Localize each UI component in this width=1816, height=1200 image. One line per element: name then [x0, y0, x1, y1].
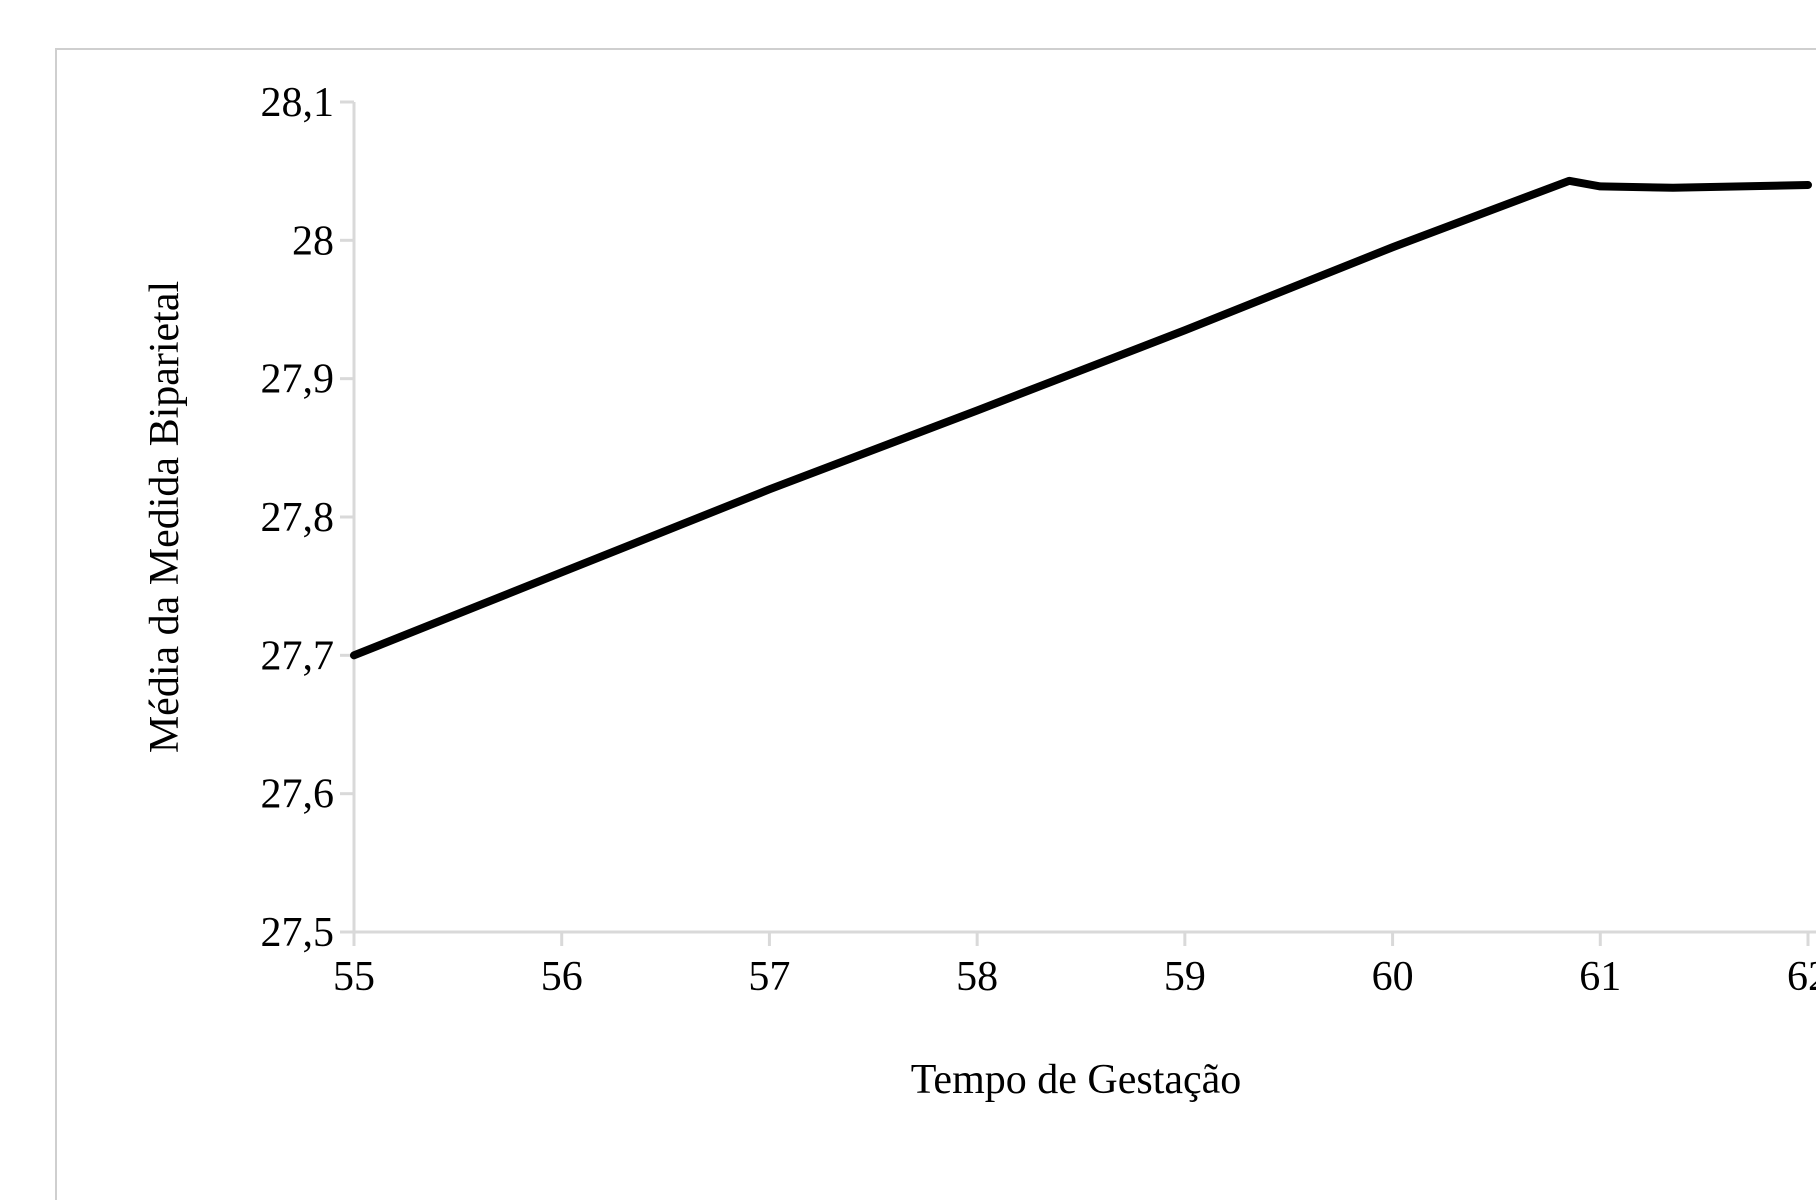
plot-area — [354, 181, 1808, 656]
ticks: 55 56 57 58 59 60 61 62 27,5 27,6 27,7 27,8 27,9 28 28… — [261, 80, 1816, 1000]
x-tick-label: 58 — [956, 954, 998, 1000]
y-axis-title: Média da Medida Biparietal — [142, 281, 188, 753]
y-tick-label: 27,7 — [261, 633, 335, 679]
x-axis-title: Tempo de Gestação — [911, 1057, 1242, 1103]
y-tick-label: 27,5 — [261, 910, 335, 956]
y-tick-label: 28,1 — [261, 80, 335, 126]
y-tick-label: 27,6 — [261, 772, 335, 818]
x-tick-label: 55 — [333, 954, 375, 1000]
y-tick-label: 27,9 — [261, 357, 335, 403]
series-line — [354, 181, 1808, 655]
y-tick-label: 28 — [292, 218, 334, 264]
y-tick-label: 27,8 — [261, 495, 335, 541]
x-tick-label: 61 — [1579, 954, 1621, 1000]
x-tick-label: 62 — [1787, 954, 1816, 1000]
axes — [354, 102, 1816, 932]
line-chart: 55 56 57 58 59 60 61 62 27,5 27,6 27,7 27,8 27,9 28 28… — [0, 0, 1816, 1156]
x-tick-label: 57 — [748, 954, 790, 1000]
x-tick-label: 56 — [541, 954, 583, 1000]
x-tick-label: 60 — [1372, 954, 1414, 1000]
x-tick-label: 59 — [1164, 954, 1206, 1000]
